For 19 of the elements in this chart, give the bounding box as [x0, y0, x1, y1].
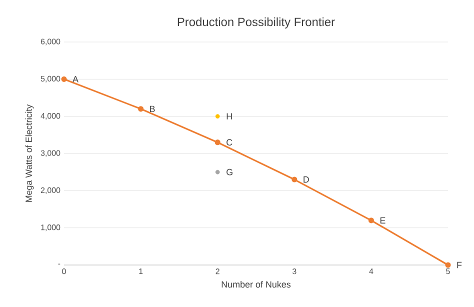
- x-axis-title: Number of Nukes: [222, 281, 291, 288]
- annotation: D: [304, 176, 309, 183]
- point: [292, 176, 298, 182]
- point: [214, 140, 220, 146]
- annotation: E: [380, 217, 386, 224]
- point: [138, 106, 144, 112]
- annotation: G: [226, 168, 232, 176]
- annotation: F: [457, 262, 462, 268]
- chart-title: Production Possibility Frontier: [178, 17, 335, 29]
- point: [368, 218, 374, 224]
- point: [445, 262, 451, 268]
- point: [215, 114, 220, 119]
- annotation: B: [150, 106, 155, 112]
- point: [215, 170, 220, 174]
- annotation: H: [226, 113, 232, 120]
- point: [61, 76, 67, 82]
- annotation: A: [72, 76, 78, 82]
- y-axis-title: Mega Watts of Electricity: [25, 104, 34, 202]
- annotation: C: [226, 139, 232, 146]
